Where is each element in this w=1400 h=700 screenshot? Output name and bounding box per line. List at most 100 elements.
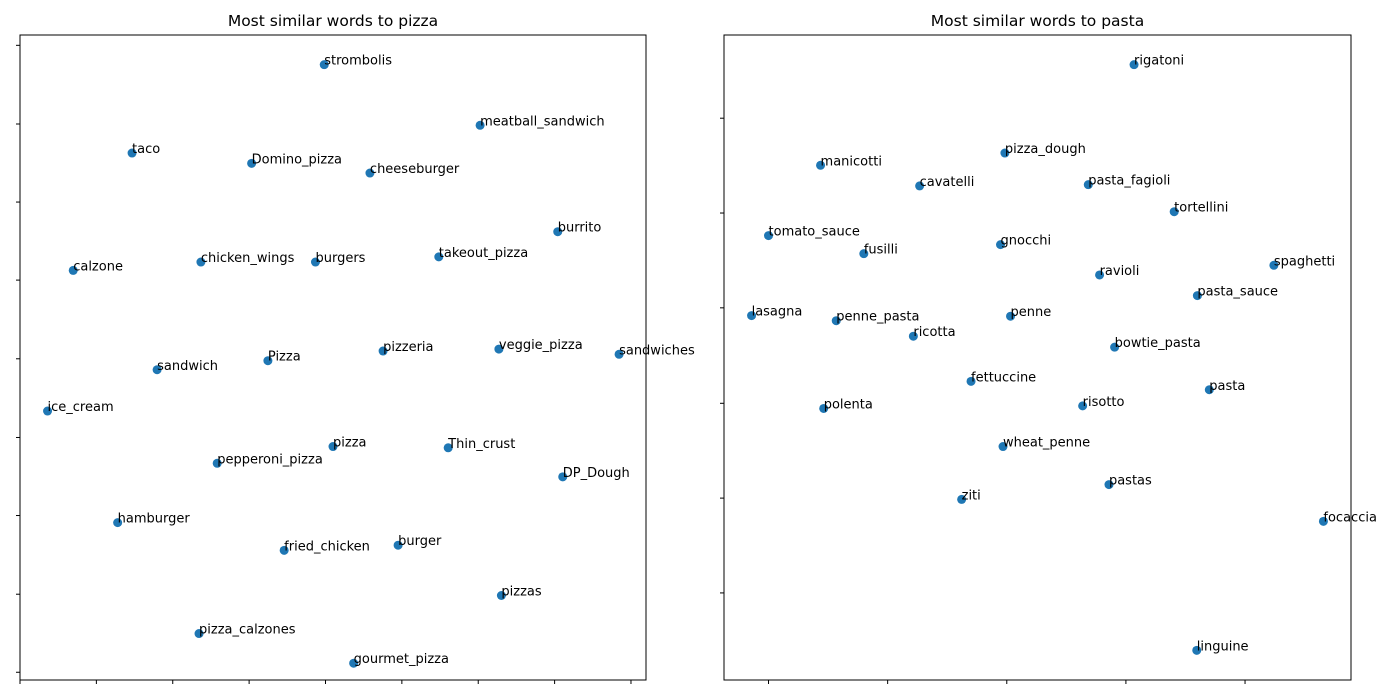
pasta-point-label-polenta: polenta <box>824 397 873 412</box>
pizza-title: Most similar words to pizza <box>228 12 438 30</box>
pizza-point-pepperoni_pizza <box>212 458 222 468</box>
pasta-point-label-ravioli: ravioli <box>1100 264 1140 279</box>
pizza-axis-ticks <box>16 44 632 684</box>
pizza-point-pizzas <box>496 591 506 601</box>
pasta-point-polenta <box>819 403 829 413</box>
pizza-point-gourmet_pizza <box>349 658 359 668</box>
pasta-points: rigatoni pizza_dough manicotti cavatelli pas… <box>747 54 1377 655</box>
pasta-point-label-pasta_fagioli: pasta_fagioli <box>1088 174 1170 189</box>
pizza-point-label-sandwiches: sandwiches <box>619 343 695 358</box>
pasta-point-label-penne: penne <box>1011 305 1052 320</box>
pizza-point-meatball_sandwich <box>475 120 485 130</box>
pasta-point-ricotta <box>908 331 918 341</box>
pasta-point-label-cavatelli: cavatelli <box>920 175 975 190</box>
pizza-point-label-DP_Dough: DP_Dough <box>563 466 630 481</box>
pasta-point-fusilli <box>859 249 869 259</box>
pizza-point-label-veggie_pizza: veggie_pizza <box>499 338 583 353</box>
pasta-axis-ticks <box>720 117 1246 684</box>
pizza-point-label-ice_cream: ice_cream <box>48 400 114 415</box>
pizza-point-taco <box>127 148 137 158</box>
pasta-point-gnocchi <box>996 240 1006 250</box>
pasta-point-label-spaghetti: spaghetti <box>1274 254 1335 269</box>
pasta-panel: Most similar words to pasta rigatoni pizz… <box>720 12 1377 684</box>
pizza-point-label-burgers: burgers <box>315 251 365 266</box>
pizza-point-hamburger <box>113 518 123 528</box>
pizza-point-label-meatball_sandwich: meatball_sandwich <box>480 114 605 129</box>
pizza-point-burger <box>393 540 403 550</box>
pasta-point-label-risotto: risotto <box>1083 395 1125 410</box>
pasta-point-label-wheat_penne: wheat_penne <box>1003 436 1090 451</box>
pizza-point-chicken_wings <box>196 257 206 267</box>
pizza-point-pizza_calzones <box>194 629 204 639</box>
pizza-point-burrito <box>553 227 563 237</box>
pizza-point-label-calzone: calzone <box>73 259 123 274</box>
pasta-point-cavatelli <box>915 181 925 191</box>
pasta-point-label-manicotti: manicotti <box>821 154 882 169</box>
pasta-point-label-fettuccine: fettuccine <box>971 370 1036 385</box>
pizza-point-label-strombolis: strombolis <box>324 54 392 69</box>
pasta-point-label-linguine: linguine <box>1197 639 1249 654</box>
pizza-point-label-gourmet_pizza: gourmet_pizza <box>354 652 449 667</box>
pasta-point-label-ricotta: ricotta <box>913 325 955 340</box>
pizza-point-label-takeout_pizza: takeout_pizza <box>439 246 528 261</box>
pasta-point-label-penne_pasta: penne_pasta <box>836 310 919 325</box>
pasta-point-rigatoni <box>1129 60 1139 70</box>
pasta-point-label-fusilli: fusilli <box>864 243 898 258</box>
pizza-point-label-Thin_crust: Thin_crust <box>447 437 515 452</box>
pizza-point-label-chicken_wings: chicken_wings <box>201 251 295 266</box>
pizza-point-burgers <box>310 257 320 267</box>
pizza-point-label-burrito: burrito <box>558 221 602 236</box>
pasta-point-pasta <box>1204 385 1214 395</box>
pasta-point-label-pizza_dough: pizza_dough <box>1005 142 1086 157</box>
pizza-point-label-pizza_calzones: pizza_calzones <box>199 623 296 638</box>
pizza-point-calzone <box>68 265 78 275</box>
pasta-point-label-bowtie_pasta: bowtie_pasta <box>1115 336 1201 351</box>
pizza-point-cheeseburger <box>365 168 375 178</box>
pasta-point-label-ziti: ziti <box>962 488 981 503</box>
pasta-point-ravioli <box>1095 270 1105 280</box>
pizza-point-label-taco: taco <box>132 142 160 157</box>
pasta-point-pasta_fagioli <box>1083 180 1093 190</box>
pizza-point-pizzeria <box>378 346 388 356</box>
pasta-point-label-pastas: pastas <box>1109 474 1152 489</box>
pasta-point-label-lasagna: lasagna <box>752 305 803 320</box>
pasta-point-label-pasta: pasta <box>1209 379 1245 394</box>
pasta-point-pastas <box>1104 480 1114 490</box>
pasta-title: Most similar words to pasta <box>931 12 1144 30</box>
pizza-point-label-hamburger: hamburger <box>118 512 191 527</box>
pizza-point-Pizza <box>263 356 273 366</box>
pizza-point-label-Domino_pizza: Domino_pizza <box>252 152 342 167</box>
pasta-point-tortellini <box>1169 207 1179 217</box>
pizza-point-label-pepperoni_pizza: pepperoni_pizza <box>217 452 323 467</box>
pasta-point-wheat_penne <box>998 442 1008 452</box>
pasta-point-label-pasta_sauce: pasta_sauce <box>1197 285 1278 300</box>
pizza-plot-frame <box>19 34 647 681</box>
pasta-point-ziti <box>957 494 967 504</box>
pizza-point-label-Pizza: Pizza <box>268 350 301 365</box>
pizza-point-label-pizzas: pizzas <box>501 585 541 600</box>
pizza-point-sandwiches <box>614 349 624 359</box>
pizza-point-veggie_pizza <box>494 344 504 354</box>
pasta-point-manicotti <box>816 160 826 170</box>
pasta-point-tomato_sauce <box>764 231 774 241</box>
pasta-point-label-tomato_sauce: tomato_sauce <box>769 225 860 240</box>
pasta-point-pizza_dough <box>1000 148 1010 158</box>
pasta-point-pasta_sauce <box>1192 291 1202 301</box>
pasta-point-risotto <box>1078 401 1088 411</box>
pizza-point-pizza <box>328 442 338 452</box>
pasta-plot-frame <box>723 34 1352 681</box>
pizza-point-label-pizza: pizza <box>333 436 366 451</box>
pasta-point-label-rigatoni: rigatoni <box>1134 54 1184 69</box>
pasta-point-penne <box>1006 311 1016 321</box>
pasta-point-lasagna <box>747 311 757 321</box>
pizza-point-takeout_pizza <box>434 252 444 262</box>
pizza-point-DP_Dough <box>558 472 568 482</box>
pizza-point-sandwich <box>152 365 162 375</box>
pasta-point-bowtie_pasta <box>1110 342 1120 352</box>
pasta-point-penne_pasta <box>831 316 841 326</box>
pizza-point-fried_chicken <box>279 545 289 555</box>
pasta-point-focaccia <box>1318 516 1328 526</box>
pasta-point-label-tortellini: tortellini <box>1174 201 1228 216</box>
